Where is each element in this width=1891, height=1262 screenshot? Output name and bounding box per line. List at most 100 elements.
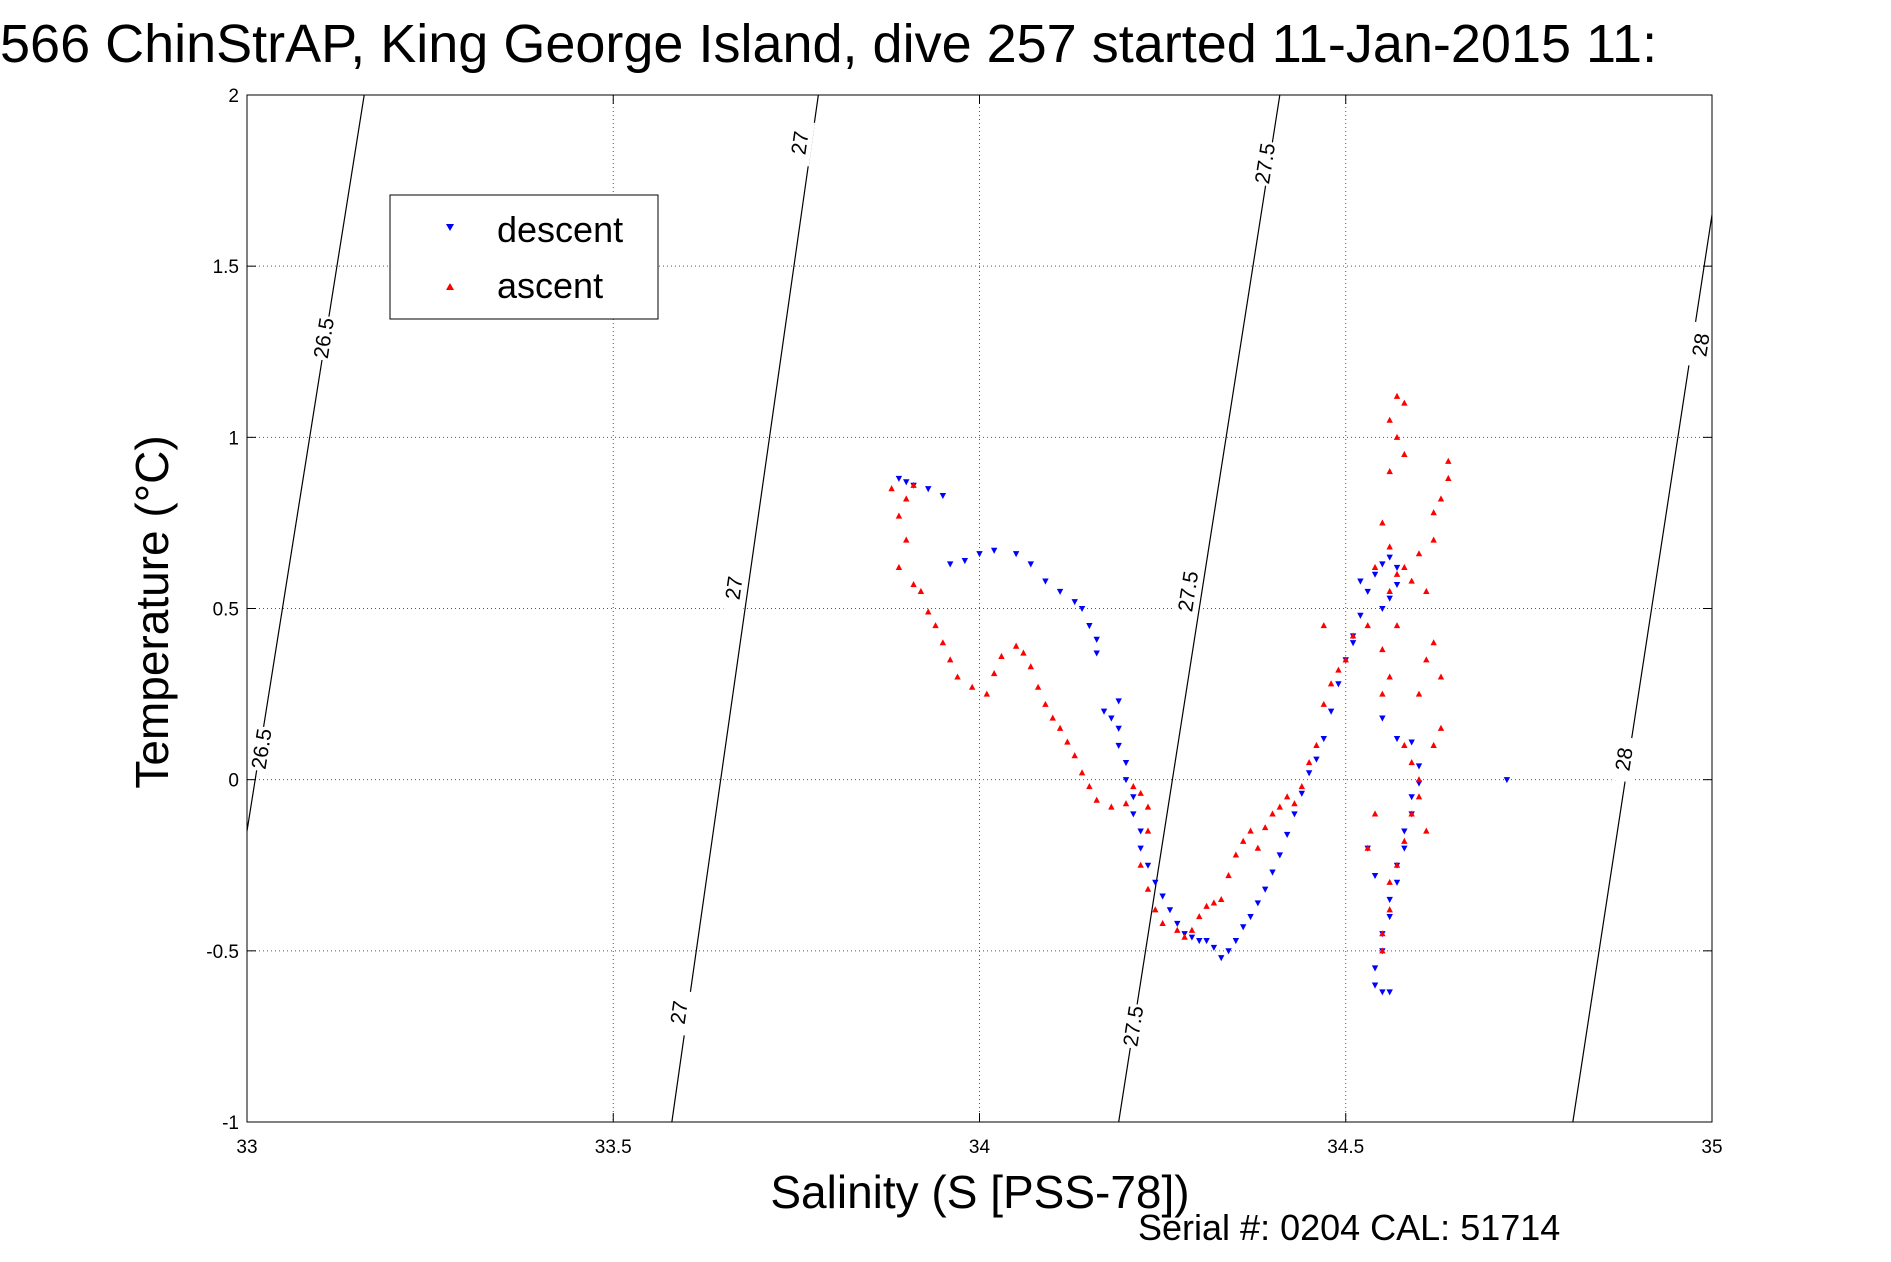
ascent-point bbox=[1240, 837, 1247, 844]
ascent-point bbox=[1042, 700, 1049, 707]
ascent-point bbox=[917, 587, 925, 594]
descent-point bbox=[1335, 681, 1342, 688]
ascent-point bbox=[1430, 536, 1437, 543]
descent-point bbox=[1364, 588, 1371, 595]
y-tick-label: -1 bbox=[222, 1113, 239, 1134]
ascent-point bbox=[1335, 666, 1342, 673]
descent-point bbox=[1122, 759, 1130, 767]
descent-point bbox=[1393, 736, 1401, 743]
ascent-point bbox=[1364, 622, 1371, 629]
descent-point bbox=[1210, 944, 1218, 951]
ascent-point bbox=[1386, 878, 1393, 885]
density-contour-label-bg bbox=[308, 314, 340, 362]
ascent-point bbox=[1327, 680, 1335, 687]
descent-point bbox=[1379, 715, 1386, 722]
ascent-point bbox=[1122, 800, 1130, 807]
descent-point bbox=[1115, 698, 1122, 705]
ascent-point bbox=[903, 495, 910, 502]
ascent-point bbox=[1049, 714, 1056, 721]
ascent-point bbox=[1393, 392, 1401, 399]
descent-point bbox=[903, 479, 910, 486]
descent-point bbox=[1371, 982, 1379, 989]
ascent-point bbox=[1276, 803, 1284, 810]
descent-point bbox=[1415, 763, 1423, 770]
ascent-point bbox=[1415, 550, 1423, 557]
ascent-point bbox=[1078, 769, 1086, 776]
descent-point bbox=[1159, 893, 1166, 900]
descent-point bbox=[1152, 879, 1159, 886]
chart-title: 566 ChinStrAP, King George Island, dive … bbox=[0, 14, 1657, 74]
descent-point bbox=[1232, 938, 1240, 945]
descent-point bbox=[1254, 900, 1262, 907]
descent-point bbox=[1203, 938, 1210, 945]
descent-point bbox=[1401, 845, 1408, 852]
legend-descent-marker bbox=[446, 224, 454, 231]
descent-point bbox=[1261, 886, 1269, 893]
ascent-point bbox=[1108, 803, 1115, 810]
ascent-point bbox=[1386, 416, 1393, 423]
density-contour-label-bg bbox=[664, 988, 695, 1036]
ascent-point bbox=[1071, 752, 1078, 759]
ascent-point bbox=[1144, 885, 1152, 892]
descent-point bbox=[1408, 794, 1415, 801]
ascent-point bbox=[1152, 906, 1159, 913]
ascent-point bbox=[1371, 810, 1379, 817]
density-contour-label: 27 bbox=[787, 130, 813, 156]
ascent-point bbox=[1012, 642, 1020, 649]
ascent-point bbox=[1320, 622, 1327, 629]
ascent-point bbox=[1401, 399, 1408, 406]
legend-descent-label: descent bbox=[497, 209, 623, 250]
legend-ascent-marker bbox=[446, 283, 454, 290]
density-contour-label-bg bbox=[1685, 321, 1717, 369]
descent-point bbox=[1144, 862, 1152, 869]
descent-point bbox=[1408, 739, 1415, 746]
grid-lines bbox=[247, 95, 1712, 1122]
ascent-point bbox=[1371, 563, 1379, 570]
ascent-point bbox=[1445, 474, 1452, 481]
descent-point bbox=[1071, 599, 1078, 606]
descent-point bbox=[1137, 828, 1144, 835]
density-contour-label-bg bbox=[1608, 735, 1640, 783]
ascent-point bbox=[1137, 789, 1144, 796]
descent-point bbox=[1225, 948, 1232, 955]
descent-point bbox=[1386, 554, 1393, 561]
density-contour-line bbox=[1572, 214, 1713, 1123]
ascent-point bbox=[1415, 776, 1423, 783]
descent-point bbox=[1276, 852, 1284, 859]
descent-point bbox=[1386, 896, 1393, 904]
ascent-point bbox=[1291, 800, 1298, 807]
serial-calibration-footer: Serial #: 0204 CAL: 51714 bbox=[1138, 1207, 1560, 1248]
ascent-point bbox=[1086, 782, 1093, 790]
descent-point bbox=[1078, 605, 1086, 613]
ascent-point bbox=[1430, 509, 1437, 516]
ascent-point bbox=[1393, 570, 1401, 577]
descent-point bbox=[976, 551, 983, 558]
ascent-point bbox=[1401, 450, 1408, 458]
ascent-point bbox=[932, 622, 939, 629]
ascent-point bbox=[983, 690, 991, 697]
ascent-point bbox=[1137, 861, 1144, 868]
ascent-point bbox=[1196, 913, 1203, 920]
density-contour-label-bg bbox=[785, 119, 816, 167]
x-axis-label: Salinity (S [PSS-78]) bbox=[770, 1166, 1189, 1218]
density-contour-label-bg bbox=[1249, 139, 1281, 188]
descent-point bbox=[1379, 989, 1386, 996]
ascent-point bbox=[1415, 793, 1423, 800]
data-points bbox=[888, 392, 1511, 996]
ascent-point bbox=[1386, 906, 1393, 913]
ascent-point bbox=[1401, 563, 1408, 570]
descent-point bbox=[1247, 914, 1254, 921]
y-axis-label: Temperature (°C) bbox=[126, 435, 178, 788]
ascent-point bbox=[1430, 639, 1437, 646]
ascent-point bbox=[1174, 926, 1181, 933]
y-tick-label: 1.5 bbox=[213, 257, 239, 278]
descent-point bbox=[1115, 725, 1122, 732]
density-contour-label: 27 bbox=[667, 999, 693, 1025]
ascent-point bbox=[1379, 947, 1386, 954]
legend: descent ascent bbox=[389, 194, 659, 320]
descent-point bbox=[1012, 551, 1020, 558]
ascent-point bbox=[1386, 587, 1393, 594]
descent-point bbox=[1196, 938, 1203, 945]
ascent-point bbox=[954, 673, 961, 680]
density-contour-label-bg bbox=[246, 725, 277, 773]
